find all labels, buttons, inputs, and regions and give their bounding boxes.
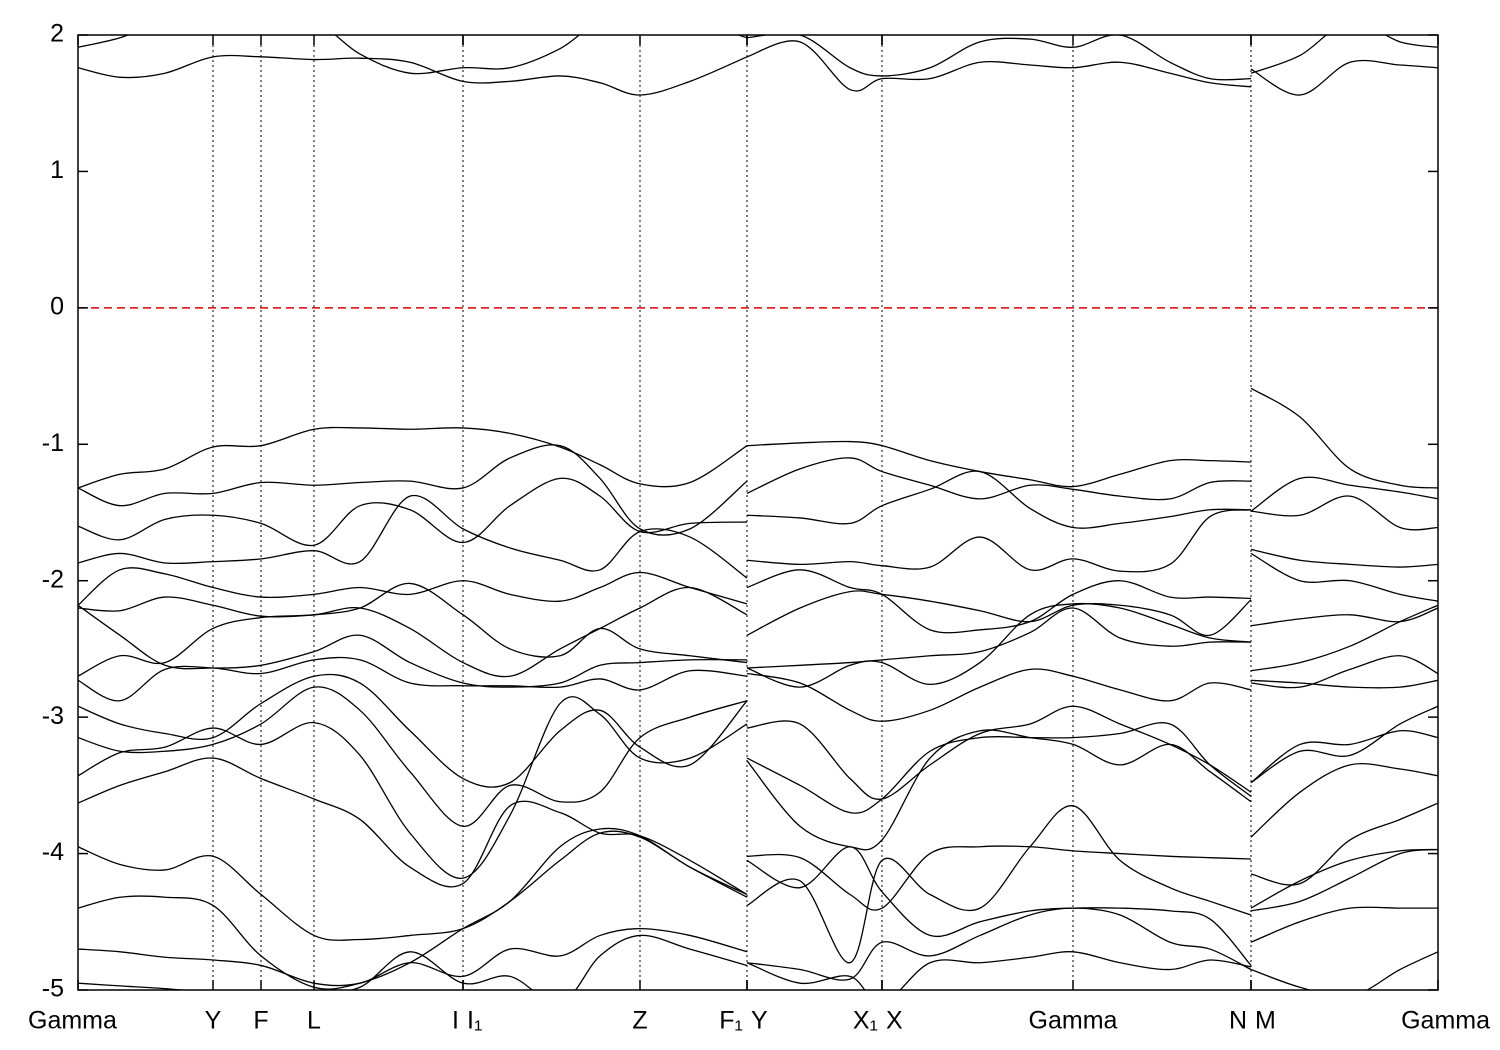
x-tick-label: F — [253, 1007, 268, 1035]
x-tick-label: Gamma — [1029, 1007, 1118, 1035]
y-tick-label: 0 — [50, 292, 64, 320]
x-tick-label: Y — [751, 1007, 768, 1035]
band-line — [78, 552, 1438, 634]
y-tick-label: -4 — [42, 838, 64, 866]
band-line — [78, 602, 1438, 689]
band-line — [78, 470, 1438, 547]
band-line — [78, 906, 1438, 987]
x-tick-label: N — [1229, 1007, 1247, 1035]
y-tick-label: -1 — [42, 429, 64, 457]
plot-frame — [77, 34, 1439, 991]
band-line — [78, 40, 1438, 96]
band-line — [78, 35, 1438, 81]
x-tick-label: Gamma — [1401, 1007, 1490, 1035]
y-tick-label: -2 — [42, 565, 64, 593]
x-tick-label: I₁ — [467, 1007, 482, 1035]
bands — [78, 35, 1438, 990]
y-tick-label: -3 — [42, 702, 64, 730]
band-line — [78, 686, 1438, 827]
band-line — [78, 387, 1438, 489]
x-tick-label: M — [1255, 1007, 1276, 1035]
x-tick-label: I — [452, 1007, 459, 1035]
band-line — [78, 655, 1438, 722]
axes: -5 -4 -3 -2 -1 0 1 2 Gamma Y F L I I₁ Z F₁ Y X₁ X Gamma N M Ga… — [28, 20, 1490, 1035]
x-tick-label: X — [886, 1007, 903, 1035]
x-tick-label: Gamma — [28, 1007, 117, 1035]
band-line — [78, 582, 1438, 677]
x-tick-label: Y — [205, 1007, 222, 1035]
x-tick-label: X₁ — [853, 1007, 878, 1035]
band-line — [78, 805, 1438, 964]
x-tick-label: Z — [632, 1007, 647, 1035]
band-line — [78, 494, 1438, 579]
y-tick-label: -5 — [42, 975, 64, 1003]
band-line — [78, 934, 1438, 990]
x-tick-label: F₁ — [719, 1007, 743, 1035]
x-tick-label: L — [307, 1007, 321, 1035]
band-line — [78, 586, 1438, 678]
band-line — [78, 444, 1438, 536]
band-line — [78, 696, 1438, 879]
band-line — [78, 673, 1438, 800]
grid — [78, 35, 1438, 990]
y-tick-label: 2 — [50, 20, 64, 48]
y-tick-label: 1 — [50, 156, 64, 184]
